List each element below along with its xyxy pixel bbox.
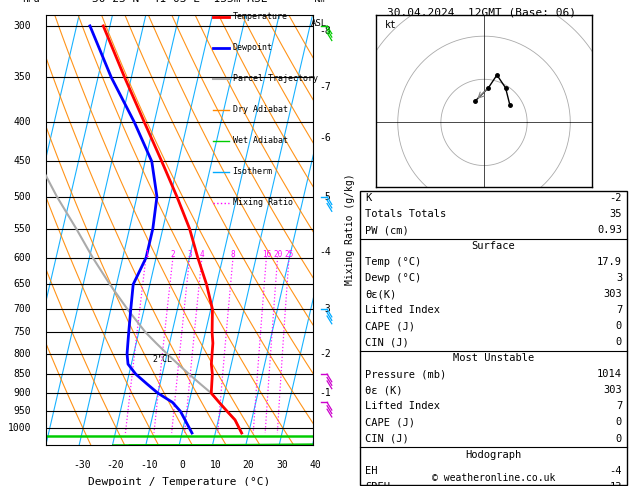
Text: θε(K): θε(K)	[365, 289, 396, 299]
Text: 850: 850	[14, 369, 31, 379]
Text: Pressure (mb): Pressure (mb)	[365, 369, 446, 380]
Text: Isotherm: Isotherm	[233, 167, 272, 176]
Text: 350: 350	[14, 72, 31, 83]
Text: Parcel Trajectory: Parcel Trajectory	[233, 74, 318, 83]
Text: 16: 16	[262, 250, 271, 260]
Text: -10: -10	[140, 460, 157, 470]
Text: hPa: hPa	[23, 0, 40, 4]
Text: 650: 650	[14, 279, 31, 289]
Text: 400: 400	[14, 117, 31, 127]
Text: 303: 303	[603, 289, 622, 299]
Text: CAPE (J): CAPE (J)	[365, 417, 415, 428]
Text: 1: 1	[144, 250, 148, 260]
Text: 1014: 1014	[597, 369, 622, 380]
Text: Temperature: Temperature	[233, 12, 287, 21]
Text: Dewp (°C): Dewp (°C)	[365, 273, 421, 283]
Text: 10: 10	[209, 460, 221, 470]
Text: 17.9: 17.9	[597, 257, 622, 267]
Text: Mixing Ratio (g/kg): Mixing Ratio (g/kg)	[345, 174, 355, 285]
Text: 7: 7	[616, 305, 622, 315]
Text: 7: 7	[616, 401, 622, 412]
Text: -8: -8	[320, 26, 331, 36]
Text: CIN (J): CIN (J)	[365, 337, 409, 347]
Text: 13: 13	[610, 482, 622, 486]
Text: 4: 4	[200, 250, 204, 260]
Text: 0.93: 0.93	[597, 225, 622, 235]
Text: 0: 0	[616, 417, 622, 428]
Text: -3: -3	[320, 304, 331, 314]
Text: Hodograph: Hodograph	[465, 450, 521, 460]
Text: EH: EH	[365, 466, 377, 476]
Text: Surface: Surface	[472, 241, 515, 251]
Text: kt: kt	[385, 19, 396, 30]
Text: 500: 500	[14, 191, 31, 202]
Text: km: km	[313, 0, 325, 4]
Text: -6: -6	[320, 133, 331, 143]
Text: 30.04.2024  12GMT (Base: 06): 30.04.2024 12GMT (Base: 06)	[387, 7, 576, 17]
Text: 950: 950	[14, 406, 31, 416]
Text: © weatheronline.co.uk: © weatheronline.co.uk	[431, 472, 555, 483]
Text: 303: 303	[603, 385, 622, 396]
Text: 0: 0	[179, 460, 185, 470]
Text: 1000: 1000	[8, 423, 31, 434]
Text: 40: 40	[309, 460, 321, 470]
Text: Lifted Index: Lifted Index	[365, 305, 440, 315]
Text: -7: -7	[320, 82, 331, 92]
Text: 450: 450	[14, 156, 31, 166]
Text: ASL: ASL	[311, 19, 327, 28]
Text: 700: 700	[14, 304, 31, 314]
Text: Totals Totals: Totals Totals	[365, 209, 446, 219]
Text: CIN (J): CIN (J)	[365, 434, 409, 444]
Text: PW (cm): PW (cm)	[365, 225, 409, 235]
Text: Temp (°C): Temp (°C)	[365, 257, 421, 267]
Text: -2: -2	[610, 193, 622, 203]
Text: Mixing Ratio: Mixing Ratio	[233, 198, 292, 207]
Text: Wet Adiabat: Wet Adiabat	[233, 136, 287, 145]
Text: 600: 600	[14, 253, 31, 262]
Text: -4: -4	[610, 466, 622, 476]
Text: -2: -2	[320, 349, 331, 359]
Text: 20: 20	[243, 460, 255, 470]
Text: Dewpoint / Temperature (°C): Dewpoint / Temperature (°C)	[88, 477, 270, 486]
Text: K: K	[365, 193, 371, 203]
Text: 3: 3	[616, 273, 622, 283]
Text: 50°25'N  41°03'E  155m ASL: 50°25'N 41°03'E 155m ASL	[91, 0, 267, 4]
Text: -4: -4	[320, 247, 331, 257]
Text: Lifted Index: Lifted Index	[365, 401, 440, 412]
Text: -1: -1	[320, 388, 331, 398]
Text: 900: 900	[14, 388, 31, 398]
Text: Dry Adiabat: Dry Adiabat	[233, 105, 287, 114]
Text: θε (K): θε (K)	[365, 385, 403, 396]
Text: Most Unstable: Most Unstable	[453, 353, 534, 364]
Text: SREH: SREH	[365, 482, 390, 486]
Text: 25: 25	[284, 250, 294, 260]
Text: 2: 2	[171, 250, 175, 260]
Text: -30: -30	[73, 460, 91, 470]
Text: CAPE (J): CAPE (J)	[365, 321, 415, 331]
Text: -20: -20	[106, 460, 124, 470]
Text: 750: 750	[14, 327, 31, 337]
Text: 35: 35	[610, 209, 622, 219]
Text: 300: 300	[14, 21, 31, 31]
Text: 800: 800	[14, 349, 31, 359]
Text: 20: 20	[273, 250, 282, 260]
Text: 30: 30	[276, 460, 288, 470]
Text: 3: 3	[187, 250, 192, 260]
Text: -5: -5	[320, 191, 331, 202]
Text: 0: 0	[616, 321, 622, 331]
Text: Dewpoint: Dewpoint	[233, 43, 272, 52]
Text: 2’CL: 2’CL	[152, 355, 172, 364]
Text: 0: 0	[616, 337, 622, 347]
Text: 8: 8	[231, 250, 236, 260]
Text: 550: 550	[14, 224, 31, 234]
Text: 0: 0	[616, 434, 622, 444]
